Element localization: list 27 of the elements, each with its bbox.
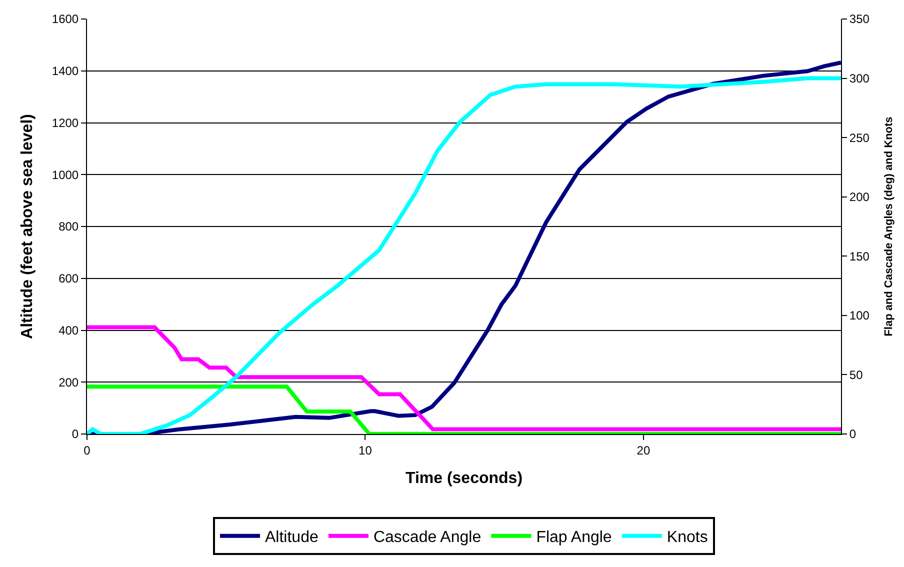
y-tick-label: 800: [58, 220, 79, 234]
y-tick-label: 600: [58, 272, 79, 286]
y-axis-title: Altitude (feet above sea level): [18, 114, 36, 339]
y2-tick-label: 100: [849, 308, 870, 323]
y2-tick-label: 0: [849, 427, 856, 442]
y-tick-label: 1600: [52, 12, 79, 26]
y-tick-label: 200: [58, 375, 79, 390]
y2-axis-title: Flap and Cascade Angles (deg) and Knots: [882, 116, 895, 336]
y-tick-label: 1200: [52, 116, 79, 130]
y2-tick-label: 50: [849, 368, 864, 382]
y2-tick-label: 150: [849, 249, 870, 264]
legend-label: Knots: [666, 529, 708, 546]
y2-tick-label: 250: [849, 130, 870, 145]
y-tick-label: 1000: [52, 168, 79, 182]
legend-label: Flap Angle: [536, 529, 612, 546]
x-tick-label: 10: [358, 443, 372, 458]
y2-tick-label: 300: [849, 71, 870, 86]
y-tick-label: 1400: [52, 64, 79, 78]
y-tick-label: 400: [58, 323, 79, 338]
y2-tick-label: 350: [849, 12, 870, 26]
y2-tick-label: 200: [849, 190, 870, 204]
x-tick-label: 20: [636, 443, 650, 458]
legend-label: Altitude: [265, 529, 318, 546]
x-tick-label: 0: [84, 443, 91, 458]
x-axis-title: Time (seconds): [405, 470, 523, 488]
y-tick-label: 0: [72, 427, 79, 442]
legend-label: Cascade Angle: [373, 529, 482, 546]
